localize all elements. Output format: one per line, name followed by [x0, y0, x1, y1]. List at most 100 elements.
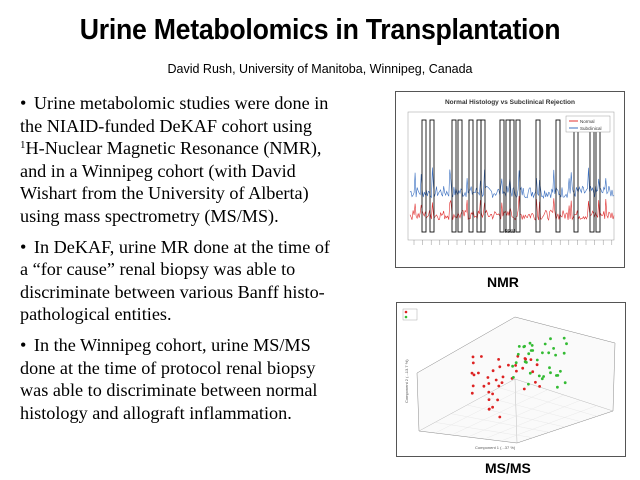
nmr-normal-trace — [409, 195, 615, 221]
msms-x-axis-label: Component 1 (...37 %) — [475, 445, 516, 450]
msms-point-green — [562, 336, 566, 340]
msms-point-red — [538, 385, 541, 388]
msms-point-green — [512, 376, 515, 379]
nmr-highlight-bar — [480, 119, 486, 233]
msms-legend — [402, 308, 418, 321]
msms-point-red — [477, 371, 480, 375]
msms-point-red — [486, 376, 490, 379]
msms-point-green — [556, 374, 560, 377]
msms-point-green — [528, 341, 532, 345]
msms-legend-red-dot — [404, 310, 408, 314]
msms-point-red — [498, 415, 502, 419]
msms-point-red — [496, 398, 499, 402]
bullet-marker: • — [20, 236, 27, 257]
msms-3d-scatter-plot: Component 1 (...37 %) Component 2 (...13… — [402, 308, 616, 450]
nmr-legend-normal-label: Normal — [580, 119, 595, 124]
nmr-traces — [409, 167, 615, 221]
nmr-figure: Normal Histology vs Subclinical Rejectio… — [395, 91, 625, 268]
bullet-item: • In the Winnipeg cohort, urine MS/MS do… — [20, 334, 390, 424]
msms-point-green — [516, 352, 520, 356]
bullet-list: • Urine metabolomic studies were done in… — [20, 92, 390, 432]
slide-subtitle: David Rush, University of Manitoba, Winn… — [167, 62, 473, 76]
slide-title: Urine Metabolomics in Transplantation — [79, 14, 561, 46]
bullet-text-line: a “for cause” renal biopsy was able to — [20, 259, 296, 280]
msms-point-green — [535, 358, 539, 362]
bullet-text-line: using mass spectrometry (MS/MS). — [20, 205, 279, 226]
nmr-highlight-bar — [515, 119, 521, 233]
bullet-marker: • — [20, 93, 27, 113]
bullet-text-line: histology and allograft inflammation. — [20, 402, 292, 423]
msms-point-red — [491, 369, 495, 373]
msms-point-green — [529, 349, 533, 352]
nmr-x-tick-labels — [413, 240, 613, 245]
msms-point-red — [487, 407, 491, 411]
bullet-text-line: Urine metabolomic studies were done in — [33, 93, 329, 113]
msms-legend-green-dot — [404, 315, 408, 319]
msms-point-green — [528, 371, 532, 375]
msms-point-red — [514, 364, 517, 367]
msms-point-green — [549, 337, 552, 341]
msms-point-red — [470, 391, 474, 395]
nmr-highlight-bars — [421, 119, 601, 233]
msms-point-red — [487, 390, 491, 394]
nmr-highlight-bar — [421, 119, 427, 233]
msms-caption: MS/MS — [485, 460, 531, 476]
msms-point-red — [470, 371, 474, 375]
nmr-highlight-bar — [429, 119, 435, 233]
msms-point-green — [552, 347, 555, 350]
bullet-text-line: In DeKAF, urine MR done at the time of — [33, 236, 330, 257]
nmr-highlight-bar — [555, 119, 561, 233]
msms-point-red — [529, 358, 533, 361]
nmr-highlight-bar — [468, 119, 474, 233]
msms-point-green — [527, 352, 531, 356]
msms-point-red — [501, 375, 505, 379]
bullet-text-line: Wishart from the University of Alberta) — [20, 183, 309, 204]
msms-point-red — [522, 387, 526, 391]
msms-point-green — [514, 361, 518, 365]
msms-point-red — [534, 380, 537, 384]
bullet-item: • Urine metabolomic studies were done in… — [20, 92, 390, 228]
bullet-text-line: discriminate between various Banff histo… — [20, 281, 325, 302]
bullet-text-line: done at the time of protocol renal biops… — [20, 357, 316, 378]
bullet-text-line: was able to discriminate between normal — [20, 380, 318, 401]
superscript: 1 — [20, 139, 26, 152]
msms-point-red — [507, 363, 510, 367]
nmr-legend-subclinical-label: Subclinical — [580, 126, 602, 131]
msms-point-green — [523, 344, 526, 348]
msms-point-red — [472, 373, 476, 377]
bullet-text-line: and in a Winnipeg cohort (with David — [20, 160, 296, 181]
msms-grid-line — [498, 387, 598, 417]
msms-point-green — [541, 351, 544, 355]
nmr-plot-area — [407, 111, 615, 241]
msms-figure: Component 1 (...37 %) Component 2 (...13… — [396, 302, 626, 457]
msms-point-green — [556, 385, 559, 389]
nmr-highlight-bar — [573, 119, 579, 233]
msms-point-green — [549, 371, 552, 375]
msms-point-red — [535, 363, 539, 367]
nmr-highlight-bar — [499, 119, 505, 233]
msms-point-red — [497, 384, 501, 388]
msms-point-green — [543, 342, 547, 346]
nmr-x-axis-label: PPM — [505, 229, 516, 235]
msms-point-green — [517, 345, 521, 348]
msms-frame-edge — [514, 378, 518, 444]
msms-point-green — [548, 366, 551, 370]
msms-point-green — [547, 351, 551, 355]
msms-point-red — [491, 392, 494, 396]
msms-point-green — [554, 353, 557, 357]
msms-point-red — [487, 398, 491, 401]
nmr-spectrum-plot: Normal Histology vs Subclinical Rejectio… — [407, 99, 615, 245]
msms-point-red — [521, 366, 525, 370]
msms-point-red — [531, 370, 535, 374]
msms-point-green — [527, 382, 530, 386]
msms-point-red — [471, 384, 475, 388]
msms-point-red — [515, 369, 518, 373]
msms-point-red — [487, 382, 491, 385]
nmr-highlight-bar — [509, 119, 515, 233]
msms-point-red — [491, 405, 494, 409]
bullet-marker: • — [20, 334, 27, 355]
msms-point-red — [500, 381, 504, 384]
msms-point-red — [482, 384, 486, 388]
nmr-highlight-bar — [451, 119, 457, 233]
